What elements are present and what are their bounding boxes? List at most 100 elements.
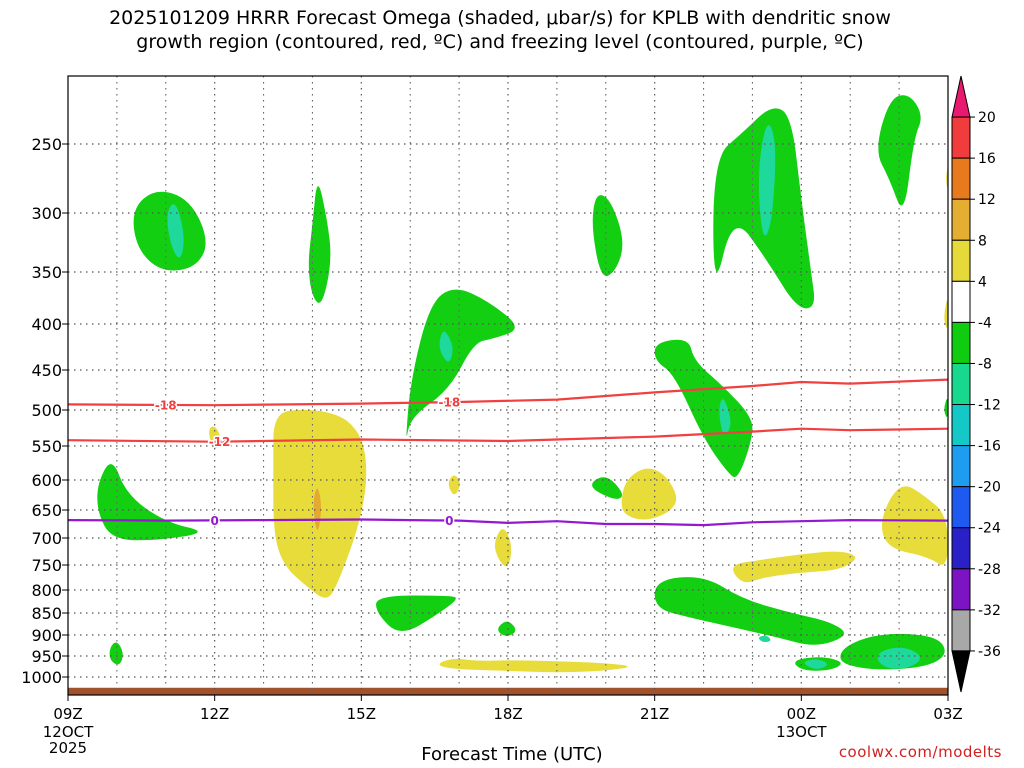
- yellow-region-7: [882, 486, 948, 565]
- colorbar-label-7: -12: [978, 398, 1001, 414]
- yellow-region-2: [448, 475, 460, 495]
- colorbar-label-1: 16: [978, 151, 996, 167]
- teal-region-5: [805, 659, 827, 669]
- yellow-region-3: [494, 529, 512, 567]
- colorbar-swatch-3: [951, 198, 971, 241]
- colorbar-label-4: 4: [978, 274, 987, 290]
- yellow-region-8: [944, 300, 948, 328]
- y-tick-label-850: 850: [31, 604, 62, 623]
- colorbar-label-9: -20: [978, 480, 1001, 496]
- colorbar-swatch-14: [951, 650, 971, 693]
- yellow-region-5: [621, 468, 677, 520]
- teal-region-6: [758, 635, 771, 643]
- chart-title-line-1: 2025101209 HRRR Forecast Omega (shaded, …: [109, 7, 891, 29]
- x-tick-label-00Z: 00Z: [787, 705, 816, 723]
- y-tick-label-700: 700: [31, 529, 62, 548]
- green-region-5: [498, 621, 516, 636]
- colorbar-swatch-0: [951, 75, 971, 118]
- colorbar-label-0: 20: [978, 110, 996, 126]
- colorbar-label-12: -32: [978, 603, 1001, 619]
- green-region-2: [97, 464, 198, 541]
- colorbar-swatch-7: [951, 362, 971, 406]
- colorbar-label-8: -16: [978, 439, 1001, 455]
- y-tick-label-650: 650: [31, 501, 62, 520]
- green-region-4: [376, 595, 456, 632]
- green-region-7: [592, 195, 623, 277]
- yellow-region-6: [733, 551, 856, 583]
- teal-region-0: [167, 204, 184, 258]
- colorbar-label-3: 8: [978, 233, 987, 249]
- x-tick-label-18Z: 18Z: [493, 705, 522, 723]
- x-tick-label-03Z: 03Z: [933, 705, 962, 723]
- y-tick-label-500: 500: [31, 401, 62, 420]
- x-tick-label-15Z: 15Z: [347, 705, 376, 723]
- yellow-region-4: [439, 658, 628, 673]
- credit-link[interactable]: coolwx.com/modelts: [838, 743, 1002, 761]
- y-tick-label-300: 300: [31, 204, 62, 223]
- y-tick-label-400: 400: [31, 315, 62, 334]
- colorbar-swatch-13: [951, 609, 971, 652]
- omega-shaded-regions: [68, 95, 948, 695]
- colorbar-label-6: -8: [978, 356, 992, 372]
- y-tick-label-800: 800: [31, 581, 62, 600]
- chart-title-line-2: growth region (contoured, red, ºC) and f…: [136, 31, 864, 53]
- colorbar-swatch-12: [951, 568, 971, 611]
- y-tick-label-750: 750: [31, 556, 62, 575]
- teal-region-1: [439, 331, 453, 362]
- omega-colorbar: 20 16 12 8 4 -4 -8 -12 -16 -20 -24 -28 -32 -36: [951, 75, 1001, 693]
- isotherm-label-0C-0: 0: [210, 514, 218, 528]
- x-tick-label-12Z: 12Z: [200, 705, 229, 723]
- y-axis-pressure: 250 300 350 400 450 500 550 600 650 700 750 800 850 9…: [21, 135, 68, 687]
- green-region-3: [109, 642, 123, 665]
- colorbar-swatch-10: [951, 486, 971, 529]
- y-tick-label-550: 550: [31, 437, 62, 456]
- teal-region-3: [719, 399, 731, 434]
- colorbar-swatch-9: [951, 445, 971, 488]
- green-region-15: [944, 399, 948, 417]
- green-region-9: [592, 477, 623, 499]
- green-region-1: [308, 186, 331, 303]
- grid-lines: [68, 76, 948, 695]
- colorbar-swatch-1: [951, 116, 971, 159]
- teal-region-2: [758, 125, 776, 236]
- colorbar-label-5: -4: [978, 315, 992, 331]
- isotherm-label--18C-0: -18: [155, 398, 177, 412]
- colorbar-swatch-6: [951, 321, 971, 364]
- isotherm-label--18C-1: -18: [438, 396, 460, 410]
- isotherm--12C: [68, 427, 948, 443]
- isotherm-0C: [68, 518, 948, 527]
- colorbar-label-10: -24: [978, 521, 1001, 537]
- isotherm-label-0C-1: 0: [445, 514, 453, 528]
- y-tick-label-450: 450: [31, 361, 62, 380]
- y-tick-label-900: 900: [31, 626, 62, 645]
- isotherm-label--12C-0: -12: [209, 435, 231, 449]
- green-region-10: [654, 577, 844, 645]
- x-axis-title: Forecast Time (UTC): [421, 744, 603, 765]
- chart-title: 2025101209 HRRR Forecast Omega (shaded, …: [0, 6, 1000, 54]
- isotherm-contours: [68, 378, 948, 527]
- colorbar-label-13: -36: [978, 644, 1001, 660]
- y-tick-label-350: 350: [31, 263, 62, 282]
- colorbar-swatch-8: [951, 404, 971, 447]
- colorbar-label-11: -28: [978, 562, 1001, 578]
- isotherm--18C: [68, 378, 948, 407]
- x-tick-year-09Z: 2025: [49, 739, 87, 757]
- x-tick-date-00Z: 13OCT: [776, 723, 827, 741]
- green-region-12: [878, 95, 921, 206]
- ground-region-0: [68, 687, 948, 695]
- colorbar-swatch-2: [951, 157, 971, 200]
- green-region-8: [654, 339, 753, 478]
- x-tick-label-09Z: 09Z: [53, 705, 82, 723]
- colorbar-swatch-4: [951, 239, 971, 282]
- y-tick-label-250: 250: [31, 135, 62, 154]
- green-region-6: [406, 289, 515, 437]
- x-tick-date-09Z: 12OCT: [43, 723, 94, 741]
- y-tick-label-1000: 1000: [21, 668, 62, 687]
- y-tick-label-950: 950: [31, 647, 62, 666]
- plot-frame: [67, 75, 949, 696]
- colorbar-swatch-5: [951, 280, 971, 323]
- x-tick-label-21Z: 21Z: [640, 705, 669, 723]
- y-tick-label-600: 600: [31, 471, 62, 490]
